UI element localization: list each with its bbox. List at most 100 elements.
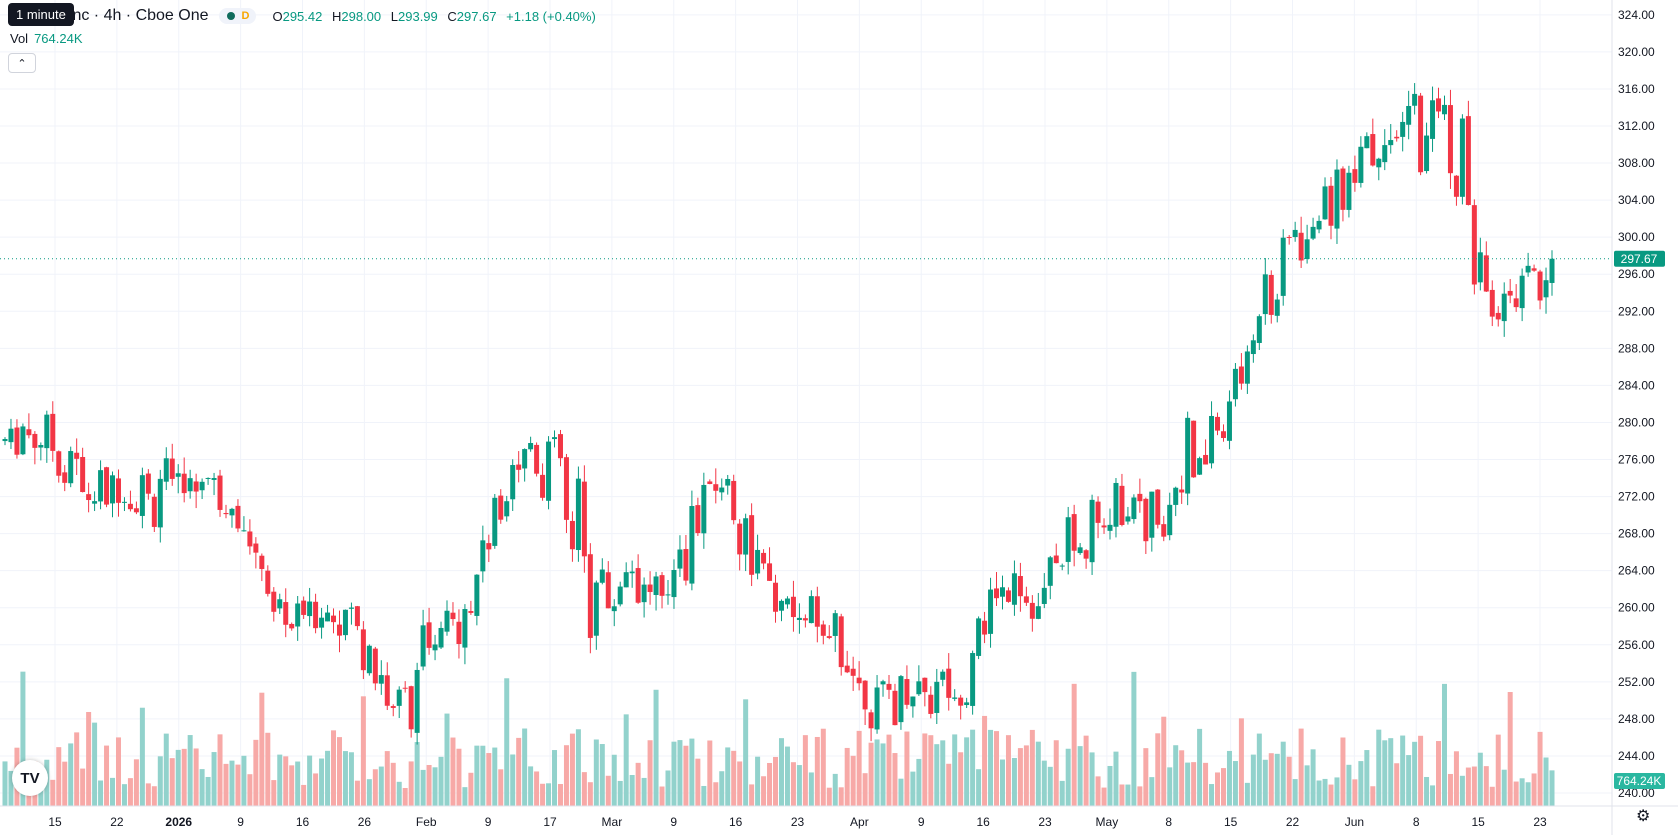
high-value: 298.00 (341, 8, 382, 24)
volume-bar (862, 773, 868, 806)
candle-body (295, 603, 301, 627)
price-tick-label: 292.00 (1618, 304, 1655, 318)
volume-bar (719, 771, 725, 806)
volume-bar (211, 752, 217, 806)
volume-bar (492, 747, 498, 806)
candle-body (761, 552, 767, 564)
volume-bar (336, 737, 342, 806)
volume-bar (922, 733, 928, 806)
collapse-legend-button[interactable]: ⌃ (8, 53, 36, 73)
candle-body (695, 505, 701, 534)
price-tick-label: 276.00 (1618, 453, 1655, 467)
time-tick-label: 16 (729, 815, 743, 829)
candle-body (1525, 265, 1531, 273)
candle-body (1519, 275, 1525, 309)
interval-tooltip: 1 minute (8, 3, 74, 26)
price-tick-label: 296.00 (1618, 267, 1655, 281)
volume-legend: Vol 764.24K (10, 31, 83, 46)
volume-bar (1244, 782, 1250, 806)
candle-body (1035, 606, 1041, 619)
candle-body (563, 457, 569, 520)
time-tick-label: 23 (1038, 815, 1052, 829)
candle-body (372, 648, 378, 684)
volume-bar (1149, 777, 1155, 806)
candle-body (354, 606, 360, 627)
volume-bar (8, 770, 14, 806)
candle-body (1370, 134, 1376, 166)
candle-body (1262, 274, 1268, 315)
volume-bar (575, 729, 581, 806)
volume-bar (1477, 752, 1483, 806)
volume-bar (390, 762, 396, 806)
candle-body (569, 520, 575, 550)
candle-body (1101, 525, 1107, 528)
candle-body (862, 680, 868, 710)
volume-bar (623, 714, 629, 806)
volume-bar (289, 765, 295, 806)
candle-body (1334, 169, 1340, 229)
time-tick-label: 16 (976, 815, 990, 829)
candle-body (886, 683, 892, 690)
candle-body (593, 582, 599, 636)
candle-body (826, 636, 832, 638)
volume-bar (1232, 761, 1238, 806)
candle-body (516, 464, 522, 470)
volume-bar (1340, 737, 1346, 806)
candle-body (1340, 168, 1346, 210)
candle-body (235, 505, 241, 529)
time-tick-label: 22 (110, 815, 124, 829)
volume-bar (892, 753, 898, 806)
volume-bar (163, 733, 169, 806)
volume-bar (946, 763, 952, 806)
volume-bar (193, 748, 199, 806)
tradingview-logo[interactable]: TV (12, 760, 48, 796)
candle-body (247, 531, 253, 547)
volume-bar (1197, 728, 1203, 806)
candle-body (348, 607, 354, 609)
volume-bar (205, 776, 211, 806)
volume-bar (516, 737, 522, 806)
time-tick-label: 2026 (165, 815, 192, 829)
candle-body (982, 620, 988, 635)
candle-body (1424, 135, 1430, 172)
candle-body (976, 618, 982, 656)
candle-body (617, 586, 623, 605)
price-tick-label: 252.00 (1618, 675, 1655, 689)
candle-body (1489, 289, 1495, 317)
volume-bar (713, 782, 719, 806)
candle-body (402, 687, 408, 689)
candle-body (1203, 454, 1209, 465)
candle-body (820, 624, 826, 636)
candle-body (713, 484, 719, 491)
volume-bar (1220, 768, 1226, 806)
time-tick-label: 8 (1413, 815, 1420, 829)
candle-body (271, 591, 277, 612)
candle-body (1041, 587, 1047, 604)
candle-body (1059, 565, 1065, 567)
candle-body (934, 681, 940, 713)
time-tick-label: 15 (1471, 815, 1485, 829)
candle-body (229, 508, 235, 516)
gear-icon[interactable]: ⚙ (1636, 808, 1651, 825)
price-tick-label: 320.00 (1618, 45, 1655, 59)
candle-body (1161, 524, 1167, 537)
volume-bar (599, 744, 605, 806)
candle-body (92, 501, 98, 504)
candle-body (743, 518, 749, 555)
volume-bar (1155, 733, 1161, 806)
candle-body (767, 563, 773, 581)
candle-body (289, 623, 295, 629)
chart-grid (0, 0, 1612, 806)
volume-bar (271, 780, 277, 806)
volume-bar (629, 774, 635, 806)
volume-bar (778, 738, 784, 806)
candle-body (689, 506, 695, 584)
volume-bar (1436, 741, 1442, 806)
market-status[interactable]: D (218, 8, 257, 24)
candle-body (205, 477, 211, 479)
close-value: 297.67 (456, 8, 497, 24)
candle-body (1465, 116, 1471, 205)
symbol-title[interactable]: Inc · 4h · Cboe One (68, 7, 209, 24)
candle-body (438, 627, 444, 648)
